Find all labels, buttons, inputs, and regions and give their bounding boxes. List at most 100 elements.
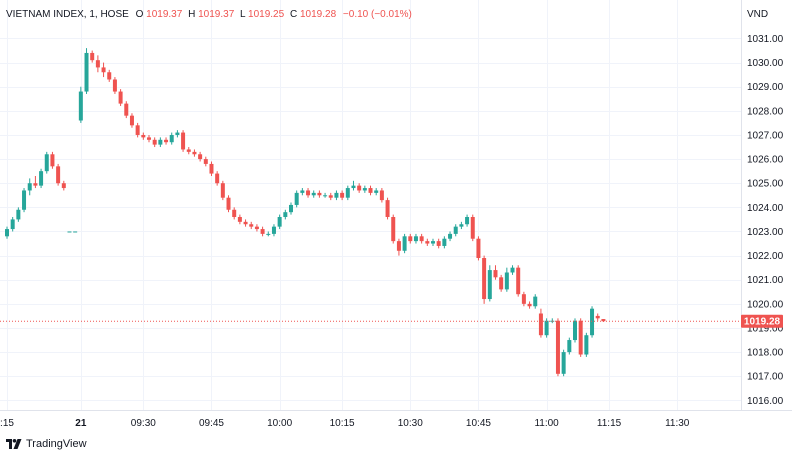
candle bbox=[209, 161, 214, 176]
candle bbox=[465, 214, 470, 227]
candle bbox=[78, 86, 83, 123]
candle bbox=[578, 318, 583, 357]
candle bbox=[129, 113, 134, 128]
candle bbox=[22, 188, 27, 213]
price-scale[interactable]: 1016.00 1017.00 1018.00 1019.00 1020.00 1021.… bbox=[747, 34, 784, 407]
candle-body bbox=[419, 236, 424, 242]
time-tick-label: 10:30 bbox=[398, 418, 423, 429]
candle bbox=[357, 183, 362, 193]
candle-body bbox=[374, 190, 379, 193]
candle bbox=[10, 217, 15, 232]
candle bbox=[504, 267, 509, 292]
candle-body bbox=[476, 238, 481, 259]
candle-body bbox=[61, 183, 66, 189]
candle-body bbox=[459, 224, 464, 227]
candle bbox=[306, 188, 311, 198]
candle bbox=[203, 156, 208, 167]
price-tick-label: 1030.00 bbox=[747, 58, 784, 69]
candle-body bbox=[413, 236, 418, 242]
candle-body bbox=[101, 67, 106, 73]
candle-body bbox=[379, 190, 384, 201]
time-tick-label: :15 bbox=[0, 418, 14, 429]
candle-body bbox=[254, 226, 259, 230]
candle bbox=[533, 294, 538, 309]
time-tick-label: 10:45 bbox=[466, 418, 491, 429]
candle bbox=[419, 233, 424, 244]
candle-body bbox=[448, 233, 453, 239]
tradingview-brand-label: TradingView bbox=[26, 438, 87, 450]
candle-body bbox=[345, 188, 350, 198]
close-label: C bbox=[290, 9, 297, 20]
candle-body bbox=[175, 132, 180, 135]
candle bbox=[215, 171, 220, 186]
candle bbox=[249, 221, 254, 230]
symbol-title: VIETNAM INDEX, 1, HOSE bbox=[6, 9, 129, 20]
candle bbox=[107, 69, 112, 82]
candle-body bbox=[487, 270, 492, 300]
candle-body bbox=[465, 217, 470, 225]
time-scale[interactable]: :15 21 09:30 09:45 10:00 10:15 10:30 10:45 11:00… bbox=[0, 418, 690, 429]
candle-body bbox=[601, 319, 606, 322]
candle bbox=[470, 214, 475, 242]
price-tick-label: 1025.00 bbox=[747, 179, 784, 190]
candle-body bbox=[152, 139, 157, 145]
candle-body bbox=[567, 340, 572, 353]
candle-body bbox=[351, 185, 356, 189]
candle bbox=[181, 130, 186, 152]
price-tick-label: 1016.00 bbox=[747, 396, 784, 407]
candle bbox=[334, 190, 339, 201]
candle-body bbox=[317, 192, 322, 196]
candle-body bbox=[124, 103, 129, 116]
candle-body bbox=[186, 149, 191, 152]
tradingview-logo-icon bbox=[6, 439, 22, 449]
candle-body bbox=[215, 173, 220, 184]
candle-body bbox=[340, 192, 345, 198]
candle bbox=[391, 214, 396, 244]
candle-body bbox=[181, 132, 186, 150]
candle-body bbox=[220, 183, 225, 198]
candle bbox=[453, 224, 458, 237]
candle-body bbox=[289, 204, 293, 213]
last-price-tag: 1019.28 bbox=[741, 314, 783, 328]
low-value: 1019.25 bbox=[248, 9, 285, 20]
candle bbox=[385, 197, 390, 220]
candle bbox=[300, 188, 305, 196]
price-tick-label: 1023.00 bbox=[747, 227, 784, 238]
candle bbox=[425, 238, 430, 246]
candle-body bbox=[391, 217, 396, 242]
candle bbox=[379, 188, 384, 203]
candle bbox=[317, 190, 322, 198]
open-label: O bbox=[136, 9, 144, 20]
candle-body bbox=[112, 79, 117, 92]
candle bbox=[340, 190, 345, 201]
candle-body bbox=[323, 195, 328, 197]
tradingview-brand[interactable]: TradingView bbox=[6, 438, 87, 450]
change-value: −0.10 (−0.01%) bbox=[343, 9, 412, 20]
candle bbox=[436, 238, 441, 249]
price-tick-label: 1020.00 bbox=[747, 299, 784, 310]
candle bbox=[289, 202, 293, 215]
candle-body bbox=[232, 209, 237, 217]
low-label: L bbox=[240, 9, 246, 20]
candle-body bbox=[5, 229, 9, 237]
candle-body bbox=[561, 352, 566, 374]
candle-body bbox=[453, 226, 458, 234]
candle-body bbox=[78, 91, 83, 121]
candle-body bbox=[516, 267, 521, 295]
price-tick-label: 1029.00 bbox=[747, 82, 784, 93]
candle-body bbox=[129, 115, 134, 126]
candle bbox=[482, 255, 487, 304]
candle bbox=[232, 207, 237, 220]
candles bbox=[5, 48, 606, 377]
time-tick-label: 09:45 bbox=[199, 418, 224, 429]
axes bbox=[0, 0, 792, 411]
candle bbox=[112, 77, 117, 94]
candle bbox=[277, 214, 282, 230]
candle bbox=[573, 318, 577, 343]
candle-body bbox=[538, 313, 543, 336]
candle bbox=[328, 192, 333, 201]
time-tick-label: 11:15 bbox=[597, 418, 622, 429]
candle-body bbox=[90, 52, 95, 61]
candle bbox=[50, 151, 55, 169]
